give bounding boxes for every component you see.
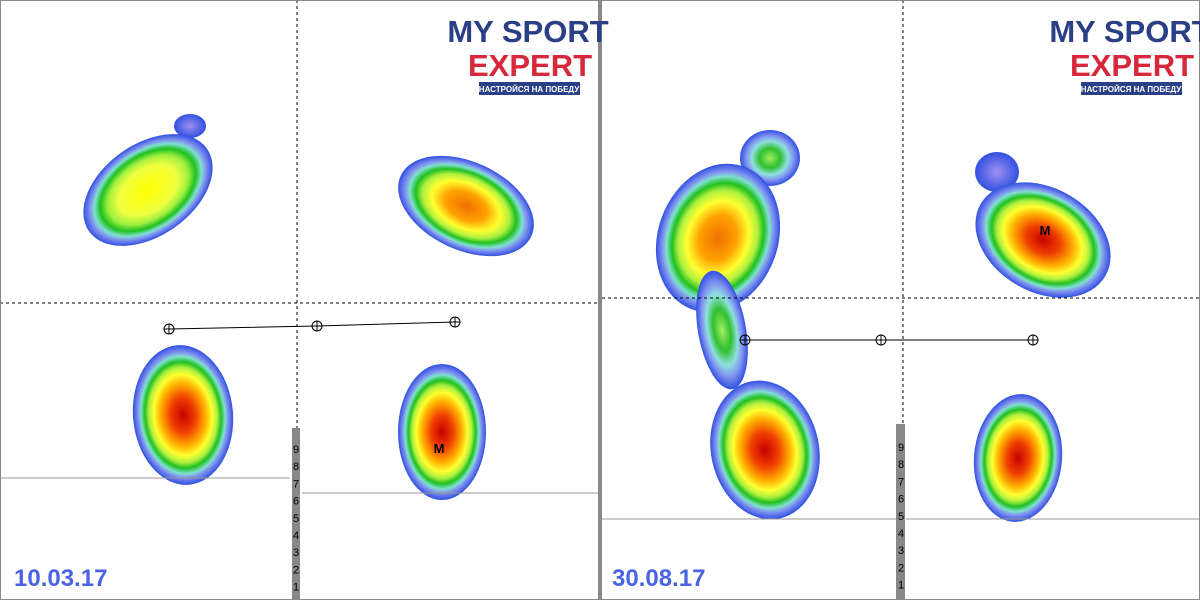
logo-banner — [1081, 82, 1182, 95]
scale-label: 9 — [293, 444, 299, 456]
pressure-blob — [973, 394, 1063, 522]
scale-label: 3 — [293, 547, 299, 559]
logo-banner — [479, 82, 580, 95]
logo-line: MY SPORT — [1049, 14, 1200, 49]
baselines — [0, 477, 1200, 520]
marker: M — [1040, 223, 1051, 238]
pressure-blob — [398, 155, 534, 257]
logo-line: MY SPORT — [447, 14, 608, 49]
logo-tagline: НАСТРОЙСЯ НА ПОБЕДУ — [479, 85, 580, 94]
logo-line: EXPERT — [468, 48, 592, 83]
scale-label: 1 — [898, 580, 904, 592]
logo: MY SPORT EXPERT НАСТРОЙСЯ НА ПОБЕДУ — [1049, 14, 1200, 95]
scale-label: 6 — [293, 496, 299, 508]
date: 10.03.17 — [14, 565, 107, 592]
crosshair — [876, 335, 886, 345]
scale-label: 2 — [898, 562, 904, 574]
crosshair — [312, 321, 322, 331]
pressure-blob — [740, 130, 800, 186]
scale-label: 3 — [898, 545, 904, 557]
axis-lines — [163, 316, 1039, 346]
date: 30.08.17 — [612, 565, 705, 592]
pressure-blob — [975, 152, 1019, 192]
crosshair — [450, 317, 460, 327]
scale-label: 7 — [293, 478, 299, 490]
scale-label: 7 — [898, 476, 904, 488]
logo-line: EXPERT — [1070, 48, 1194, 83]
pressure-map — [83, 114, 1111, 522]
scales: 9 8 7 6 5 4 3 2 1 9 8 7 6 5 4 3 2 1 — [293, 442, 904, 594]
pressure-blob — [132, 345, 234, 485]
axes — [0, 0, 1200, 428]
pressure-blob — [975, 182, 1111, 298]
pressure-blob — [398, 364, 486, 500]
scale-bar — [896, 424, 905, 600]
logo-tagline: НАСТРОЙСЯ НА ПОБЕДУ — [1081, 85, 1182, 94]
pressure-blob — [710, 380, 820, 520]
scale-label: 4 — [293, 530, 299, 542]
pressure-blob — [696, 270, 748, 390]
scale-label: 6 — [898, 494, 904, 506]
scale-label: 9 — [898, 442, 904, 454]
divider — [598, 0, 602, 600]
scale-label: 8 — [293, 461, 299, 473]
scale-label: 1 — [293, 582, 299, 594]
pressure-blob — [655, 163, 781, 313]
scale-label: 5 — [898, 511, 904, 523]
scale-label: 8 — [898, 459, 904, 471]
pressure-blob — [174, 114, 206, 138]
crosshair — [164, 324, 174, 334]
crosshair — [1028, 335, 1038, 345]
scale-label: 4 — [898, 528, 904, 540]
scale-label: 2 — [293, 564, 299, 576]
logo: MY SPORT EXPERT НАСТРОЙСЯ НА ПОБЕДУ — [447, 14, 609, 95]
crosshair — [740, 335, 750, 345]
pressure-blob — [83, 134, 213, 246]
scale-label: 5 — [293, 513, 299, 525]
marker: M — [434, 441, 445, 456]
scale-bar — [292, 428, 300, 600]
